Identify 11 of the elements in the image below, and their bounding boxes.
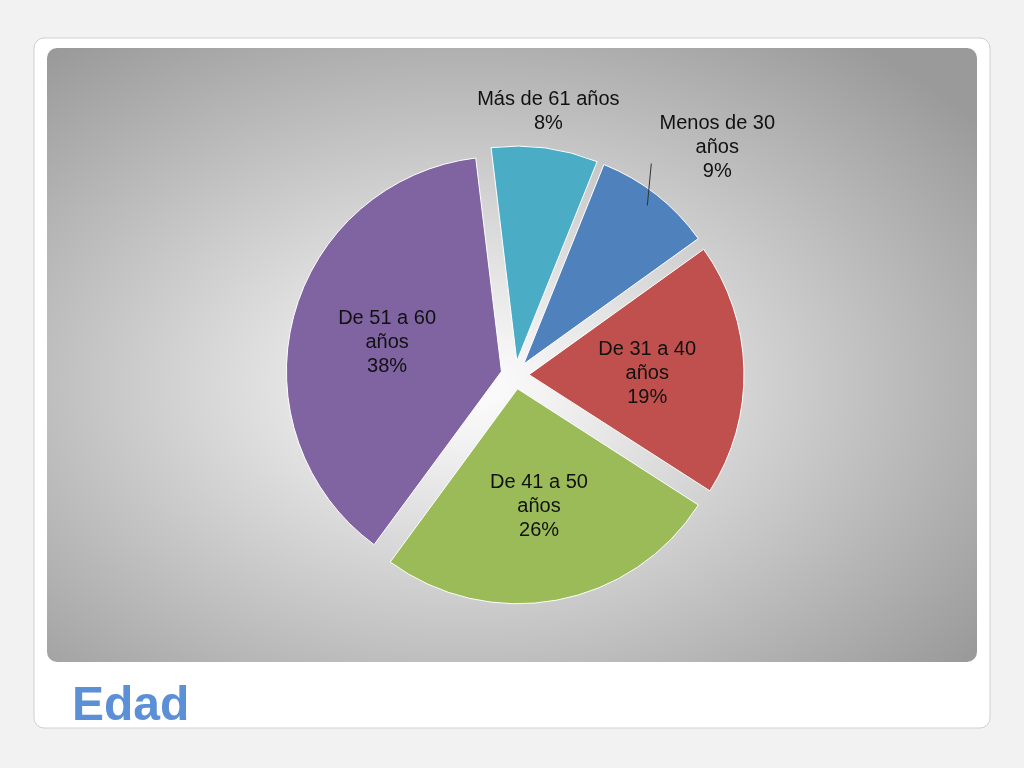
data-label: 26% <box>519 518 560 541</box>
slice-label: De 51 a 60 años <box>338 306 437 353</box>
text: Edad <box>72 677 190 730</box>
data-label: 8% <box>533 111 564 134</box>
slice-label: Más de 61 años <box>477 87 620 110</box>
data-label: 19% <box>627 384 668 407</box>
slice-label: De 41 a 50 años <box>490 470 588 517</box>
slice-label: De 31 a 40 años <box>598 336 697 383</box>
data-label: 9% <box>702 158 732 181</box>
data-label: 38% <box>367 354 408 377</box>
slice-label: Menos de 30 años <box>659 110 776 157</box>
